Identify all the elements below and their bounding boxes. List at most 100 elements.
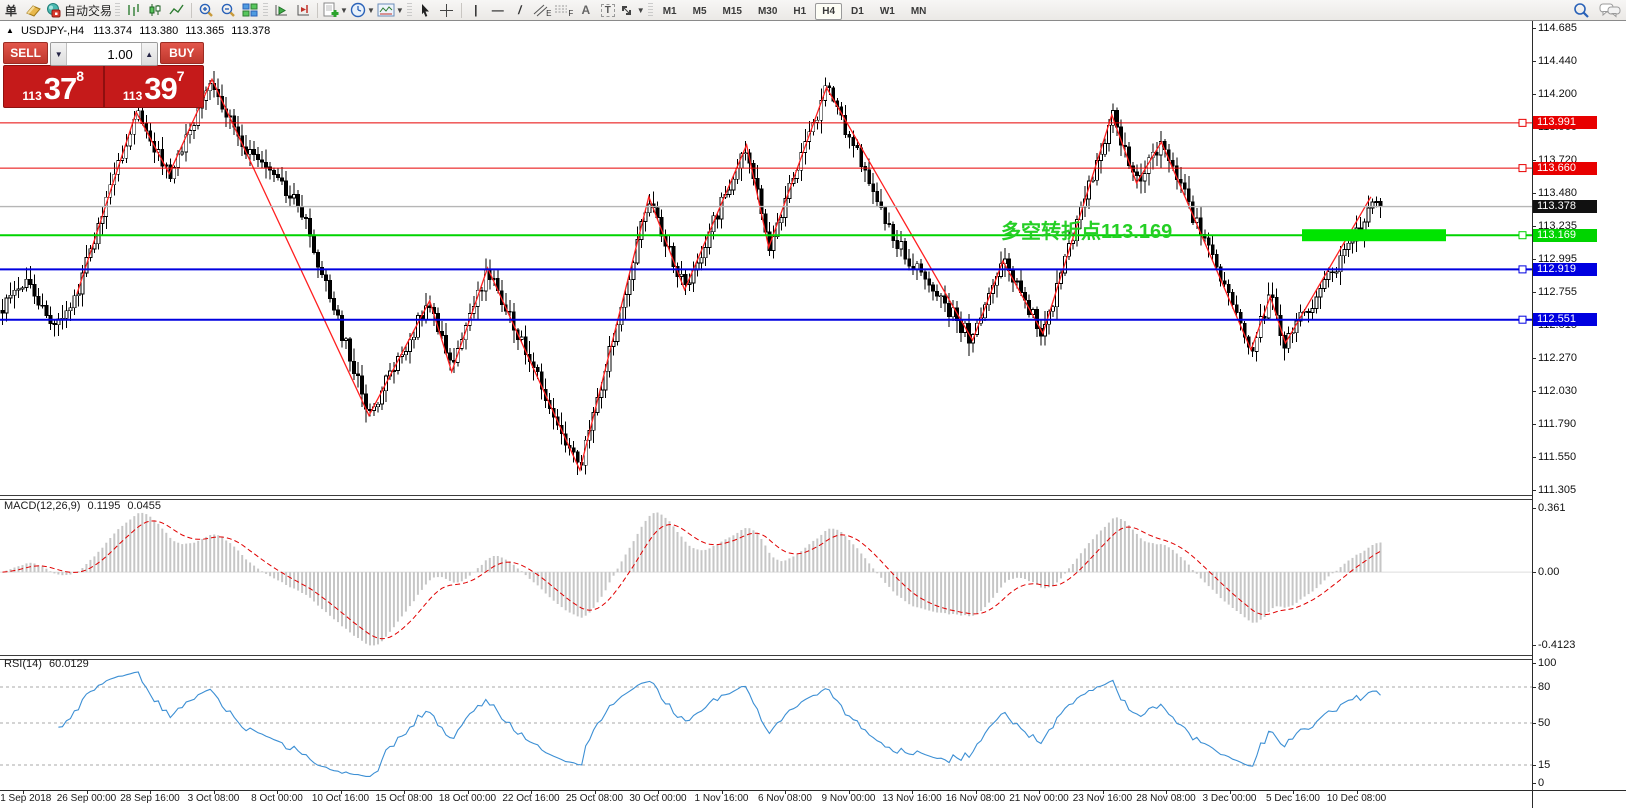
panel-separator-rsi[interactable] <box>0 655 1532 660</box>
chart-annotation-text[interactable]: 多空转折点113.169 <box>1001 221 1173 243</box>
price-tick-label: 112.995 <box>1538 253 1577 265</box>
timeframe-button-m5[interactable]: M5 <box>692 6 707 17</box>
shapes-tool-button[interactable]: ▼ <box>619 1 646 19</box>
chart-shift-button[interactable] <box>292 1 314 19</box>
chart-window[interactable] <box>0 21 1626 808</box>
time-tick-label[interactable]: 9 Nov 00:00 <box>821 793 876 804</box>
time-tick-label[interactable]: 18 Oct 00:00 <box>438 793 497 804</box>
timeframe-button-d1[interactable]: D1 <box>851 6 864 17</box>
quote-close: 113.378 <box>231 25 271 37</box>
time-tick-label[interactable]: 28 Sep 16:00 <box>120 793 180 804</box>
timeframe-button-h1[interactable]: H1 <box>793 6 807 17</box>
time-tick-label[interactable]: 30 Oct 00:00 <box>629 793 687 804</box>
time-tick-label[interactable]: 8 Oct 00:00 <box>251 793 303 804</box>
timeframe-button-m1[interactable]: M1 <box>662 6 677 17</box>
macd-tick-label: 0.00 <box>1538 566 1560 579</box>
rsi-tick-label: 15 <box>1538 759 1551 771</box>
price-tick-mark <box>1532 28 1536 29</box>
channel-tool-button[interactable]: E <box>531 1 553 19</box>
new-order-label[interactable]: 单 <box>4 3 17 18</box>
zoom-in-button[interactable] <box>195 1 217 19</box>
rsi-tick-mark <box>1532 765 1536 766</box>
time-tick-mark <box>1039 790 1040 794</box>
time-tick-label[interactable]: 25 Oct 08:00 <box>565 793 624 804</box>
time-tick-label[interactable]: 10 Dec 08:00 <box>1326 793 1387 804</box>
chevron-down-icon[interactable]: ▼ <box>636 5 645 15</box>
chevron-down-icon[interactable]: ▼ <box>366 5 375 15</box>
chat-icon[interactable] <box>1598 1 1622 19</box>
price-tick-label: 114.200 <box>1538 88 1577 101</box>
tile-windows-button[interactable] <box>239 1 261 19</box>
time-tick-label[interactable]: 13 Nov 16:00 <box>882 793 942 804</box>
chevron-down-icon[interactable]: ▼ <box>340 5 348 15</box>
time-tick-label[interactable]: 22 Oct 16:00 <box>502 793 560 804</box>
time-tick-label[interactable]: 6 Nov 08:00 <box>758 793 812 804</box>
volume-input[interactable]: 1.00 <box>67 43 141 65</box>
templates-button[interactable]: ▼ <box>376 1 405 19</box>
sell-button[interactable]: SELL <box>3 42 49 64</box>
collapse-triangle-icon[interactable]: ▲ <box>6 26 14 35</box>
vline-tool-button[interactable]: | <box>474 3 478 17</box>
buy-price[interactable]: 113 39 7 <box>105 66 204 107</box>
chart-bars-button[interactable] <box>122 1 144 19</box>
trendline-tool-button[interactable]: / <box>516 3 523 17</box>
price-axis-line[interactable] <box>1532 21 1533 808</box>
buy-price-pips: 39 <box>144 71 177 106</box>
time-tick-label[interactable]: 21 Nov 00:00 <box>1009 793 1069 804</box>
time-tick-label[interactable]: 21 Sep 2018 <box>0 793 52 804</box>
buy-button[interactable]: BUY <box>159 42 204 64</box>
volume-up-button[interactable]: ▲ <box>140 43 157 65</box>
time-tick-label[interactable]: 3 Oct 08:00 <box>187 793 240 804</box>
chart-candles-button[interactable] <box>144 1 166 19</box>
time-tick-label[interactable]: 16 Nov 08:00 <box>945 793 1006 804</box>
timeframe-button-m15[interactable]: M15 <box>722 6 742 17</box>
sell-price[interactable]: 113 37 8 <box>4 66 103 107</box>
rsi-tick-mark <box>1532 783 1536 784</box>
rsi-tick-mark <box>1532 687 1536 688</box>
time-tick-label[interactable]: 26 Sep 00:00 <box>56 793 117 804</box>
timeframe-button-w1[interactable]: W1 <box>879 6 895 17</box>
timeframe-button-h4[interactable]: H4 <box>815 3 843 20</box>
time-tick-label[interactable]: 5 Dec 16:00 <box>1266 793 1320 804</box>
toolbar-separator <box>317 2 319 18</box>
panel-separator-macd[interactable] <box>0 495 1532 500</box>
time-tick-label[interactable]: 15 Oct 08:00 <box>375 793 433 804</box>
time-tick-label[interactable]: 3 Dec 00:00 <box>1202 793 1257 804</box>
time-tick-mark <box>721 790 723 794</box>
crosshair-button[interactable] <box>436 1 458 19</box>
cursor-button[interactable] <box>414 1 436 19</box>
time-tick-label[interactable]: 1 Nov 16:00 <box>694 793 749 804</box>
zoom-out-button[interactable] <box>217 1 239 19</box>
volume-down-button[interactable]: ▼ <box>51 43 68 65</box>
autotrade-button[interactable]: 自动交易 <box>44 1 113 19</box>
indicators-button[interactable]: ▼ <box>321 1 349 19</box>
macd-tick-mark <box>1532 645 1536 647</box>
timeframe-toolbar: M1 M5 M15 M30 H1 H4 D1 W1 MN <box>655 3 935 20</box>
quote-low: 113.365 <box>185 25 225 37</box>
text-tool-button[interactable]: A <box>581 3 591 17</box>
timeframe-button-m30[interactable]: M30 <box>757 6 778 17</box>
toolbar-right <box>1570 1 1622 19</box>
auto-scroll-button[interactable] <box>270 1 292 19</box>
time-tick-label[interactable]: 23 Nov 16:00 <box>1072 793 1133 804</box>
time-tick-mark <box>1356 790 1358 794</box>
one-click-trading-panel: SELL ▼ 1.00 ▲ BUY 113 37 8 113 39 7 <box>3 42 204 108</box>
timeframe-button-mn[interactable]: MN <box>910 6 927 17</box>
price-level-badge: 113.660 <box>1533 161 1597 175</box>
time-tick-label[interactable]: 10 Oct 16:00 <box>311 793 370 804</box>
search-icon[interactable] <box>1570 1 1592 19</box>
price-tick-mark <box>1532 61 1536 63</box>
periods-button[interactable]: ▼ <box>349 1 376 19</box>
fibonacci-tool-button[interactable]: F <box>553 1 575 19</box>
time-tick-mark <box>404 790 405 794</box>
price-tick-mark <box>1532 490 1536 491</box>
price-tick-label: 114.685 <box>1538 22 1577 34</box>
chart-line-button[interactable] <box>166 1 188 19</box>
label-tool-button[interactable]: T <box>597 1 619 19</box>
chevron-down-icon[interactable]: ▼ <box>395 5 404 15</box>
new-order-icon[interactable] <box>22 1 44 19</box>
hline-tool-button[interactable]: — <box>491 3 504 17</box>
time-tick-label[interactable]: 28 Nov 08:00 <box>1136 793 1196 804</box>
price-tick-mark <box>1532 159 1536 161</box>
price-tick-label: 112.270 <box>1538 352 1577 365</box>
